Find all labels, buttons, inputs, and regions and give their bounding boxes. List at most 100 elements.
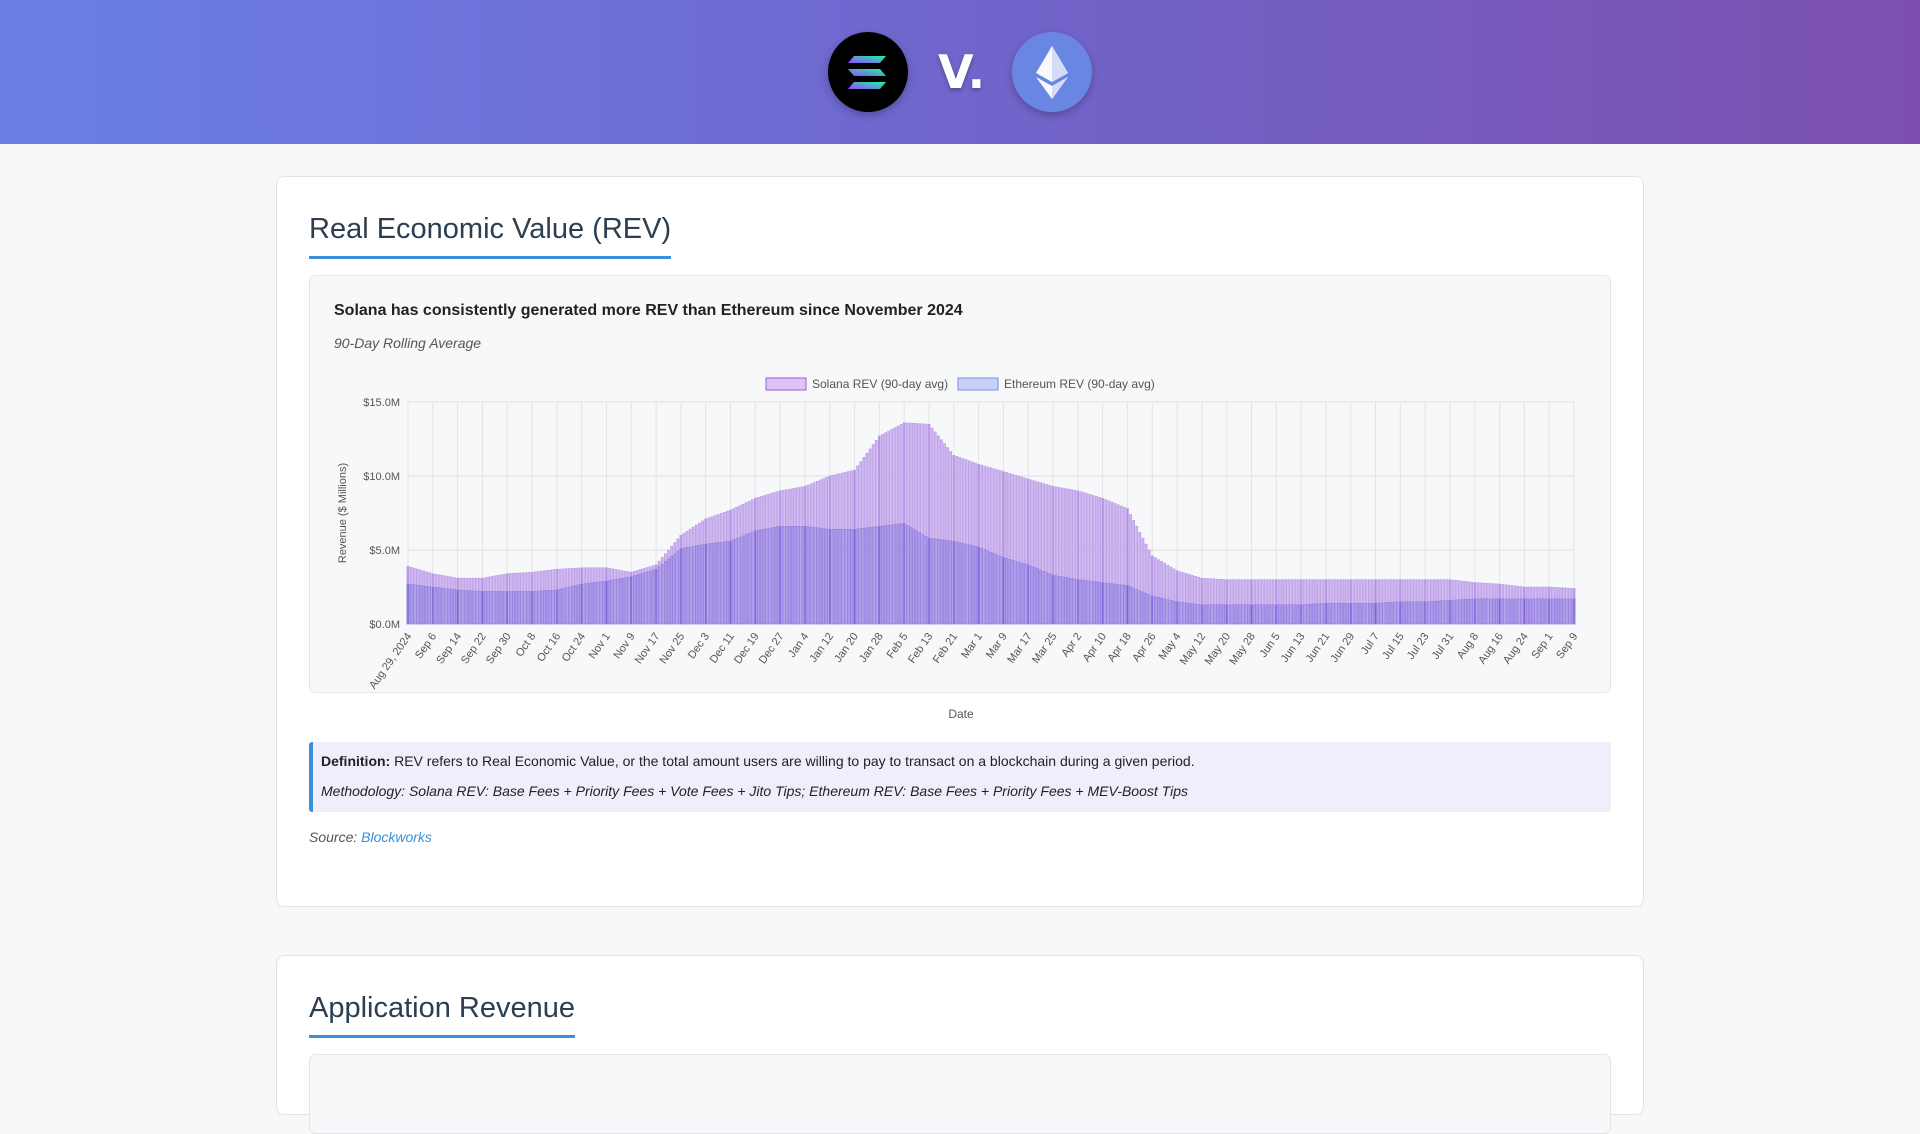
chart-subtitle: 90-Day Rolling Average xyxy=(334,335,482,351)
sol-bar xyxy=(707,543,711,625)
y-tick-label: $10.0M xyxy=(363,471,400,483)
sol-bar xyxy=(1495,598,1498,625)
sol-bar xyxy=(462,590,466,625)
x-tick-label: Sep 9 xyxy=(1554,631,1580,661)
sol-bar xyxy=(822,528,825,625)
sol-bar xyxy=(1361,603,1365,625)
sol-bar xyxy=(974,546,977,625)
sol-bar xyxy=(453,589,456,625)
y-tick-label: $15.0M xyxy=(363,397,400,409)
sol-bar xyxy=(868,527,872,625)
sol-bar xyxy=(784,526,788,625)
sol-bar xyxy=(1414,601,1418,625)
solana-data-bar xyxy=(1052,575,1054,624)
sol-bar xyxy=(964,543,968,625)
sol-bar xyxy=(1091,581,1095,625)
sol-bar xyxy=(496,591,500,625)
sol-bar xyxy=(412,584,416,625)
sol-bar xyxy=(1327,603,1331,625)
sol-bar xyxy=(1008,559,1011,625)
app-revenue-chart-container xyxy=(309,1054,1611,1134)
sol-bar xyxy=(1464,599,1467,625)
sol-bar xyxy=(1402,601,1405,625)
x-tick-label: Oct 16 xyxy=(535,631,563,664)
sol-bar xyxy=(1104,582,1108,625)
source-link[interactable]: Blockworks xyxy=(361,829,432,845)
sol-bar xyxy=(1479,598,1483,625)
sol-bar xyxy=(1507,598,1511,625)
solana-data-bar xyxy=(1449,600,1451,624)
solana-data-bar xyxy=(531,591,533,624)
sol-bar xyxy=(422,585,425,625)
sol-bar xyxy=(874,526,878,625)
legend-label: Ethereum REV (90-day avg) xyxy=(1004,377,1155,391)
sol-bar xyxy=(1119,584,1123,625)
sol-bar xyxy=(1510,598,1514,625)
x-tick-label: Mar 17 xyxy=(1005,631,1034,666)
sol-bar xyxy=(1340,603,1343,625)
solana-data-bar xyxy=(1474,598,1476,624)
sol-bar xyxy=(1470,598,1474,625)
sol-bar xyxy=(527,591,531,625)
sol-bar xyxy=(1467,598,1470,625)
solana-data-bar xyxy=(804,526,806,624)
sol-bar xyxy=(1352,603,1356,625)
sol-bar xyxy=(819,527,822,625)
sol-bar xyxy=(726,541,729,625)
x-tick-label: Jun 5 xyxy=(1257,631,1282,660)
sol-bar xyxy=(961,543,965,625)
sol-bar xyxy=(967,544,971,625)
sol-bar xyxy=(800,526,804,625)
sol-bar xyxy=(626,576,630,625)
sol-bar xyxy=(741,535,745,625)
sol-bar xyxy=(946,540,949,625)
sol-bar xyxy=(1482,598,1486,625)
sol-bar xyxy=(837,529,841,625)
sol-bar xyxy=(1073,578,1077,625)
sol-bar xyxy=(732,539,735,625)
x-tick-label: Jul 23 xyxy=(1405,631,1432,662)
chart-heading: Solana has consistently generated more R… xyxy=(334,302,963,319)
sol-bar xyxy=(670,556,673,625)
sol-bar xyxy=(1154,596,1157,625)
sol-bar xyxy=(1256,604,1260,625)
sol-bar xyxy=(971,545,974,625)
solana-data-bar xyxy=(581,584,583,624)
sol-bar xyxy=(1430,601,1433,625)
sol-bar xyxy=(884,525,887,625)
solana-data-bar xyxy=(1275,604,1277,624)
sol-bar xyxy=(893,524,897,625)
sol-bar xyxy=(651,569,655,625)
sol-bar xyxy=(419,585,422,625)
sol-bar xyxy=(1172,600,1176,625)
x-tick-label: Dec 27 xyxy=(757,631,787,666)
ethereum-data-bar xyxy=(978,464,980,624)
sol-bar xyxy=(1042,571,1046,625)
sol-bar xyxy=(682,547,686,625)
x-tick-label: Oct 8 xyxy=(514,631,539,659)
y-tick-label: $5.0M xyxy=(369,545,400,557)
sol-bar xyxy=(1206,604,1210,625)
x-tick-label: Mar 1 xyxy=(959,631,985,661)
sol-bar xyxy=(1504,598,1508,625)
sol-bar xyxy=(1318,603,1322,625)
sol-bar xyxy=(437,587,441,625)
definition-box: Definition: REV refers to Real Economic … xyxy=(309,742,1611,812)
sol-bar xyxy=(940,539,943,625)
sol-bar xyxy=(502,591,506,625)
sol-bar xyxy=(1569,598,1573,625)
sol-bar xyxy=(1116,584,1120,625)
sol-bar xyxy=(1442,600,1446,625)
sol-bar xyxy=(735,538,739,625)
solana-data-bar xyxy=(432,587,434,624)
definition-line: Definition: REV refers to Real Economic … xyxy=(321,753,1195,769)
sol-bar xyxy=(1247,604,1250,625)
sol-bar xyxy=(1315,603,1318,625)
sol-bar xyxy=(918,532,922,625)
ethereum-data-bar xyxy=(1275,579,1277,624)
sol-bar xyxy=(989,551,993,625)
sol-bar xyxy=(611,579,615,625)
x-tick-label: Apr 10 xyxy=(1081,631,1109,664)
ethereum-data-bar xyxy=(1176,570,1178,624)
sol-bar xyxy=(1535,598,1539,625)
